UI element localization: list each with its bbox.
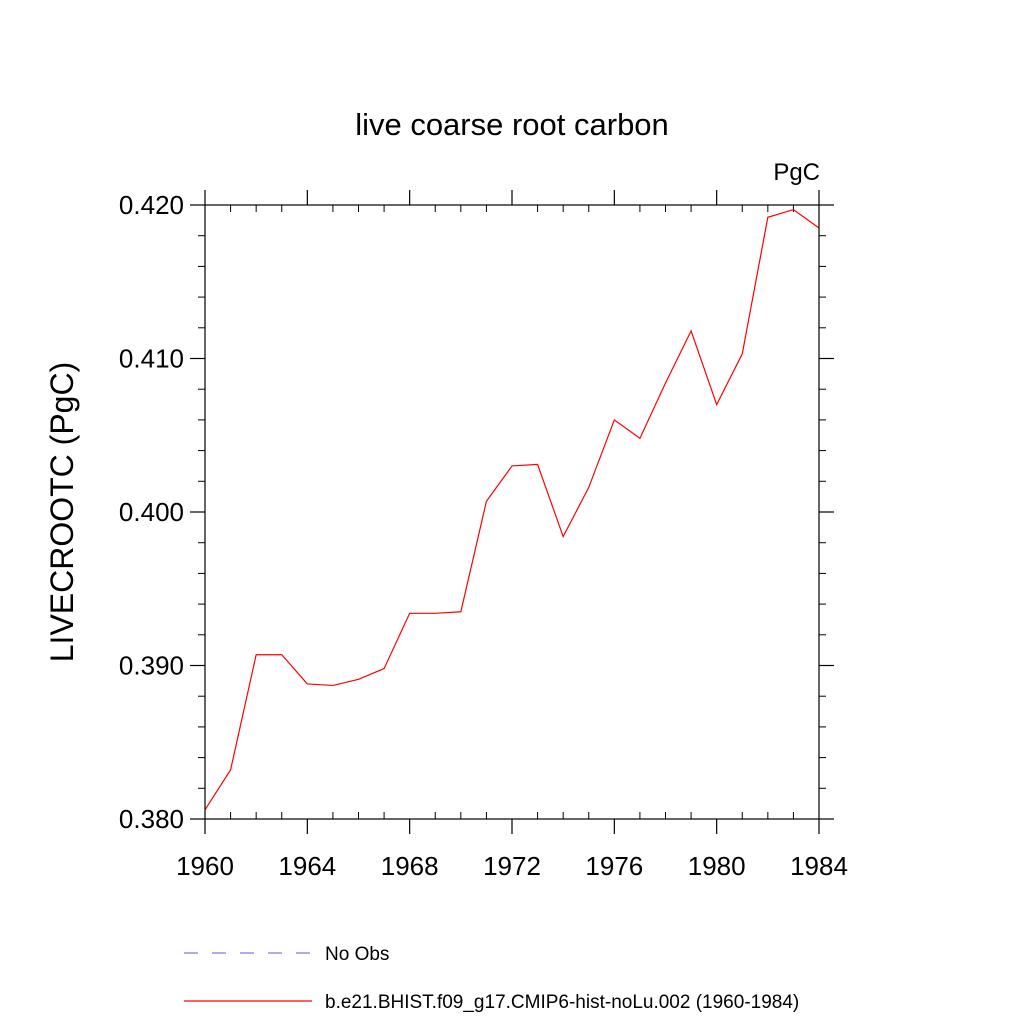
y-tick-label: 0.400 [119,497,184,527]
x-tick-label: 1960 [176,851,234,881]
legend-label-1: b.e21.BHIST.f09_g17.CMIP6-hist-noLu.002 … [325,992,799,1013]
axis-ticks [190,190,834,834]
y-tick-label: 0.410 [119,344,184,374]
y-axis-label: LIVECROOTC (PgC) [44,362,80,662]
x-tick-label: 1984 [790,851,848,881]
y-tick-label: 0.420 [119,190,184,220]
x-tick-label: 1976 [585,851,643,881]
series-line-1 [204,208,820,811]
plot-frame [204,204,820,820]
chart-title: live coarse root carbon [355,107,669,142]
legend-label-0: No Obs [325,944,389,965]
x-tick-label: 1964 [278,851,336,881]
y-tick-label: 0.390 [119,651,184,681]
x-tick-label: 1980 [688,851,746,881]
x-tick-label: 1972 [483,851,541,881]
x-tick-label: 1968 [381,851,439,881]
y-tick-label: 0.380 [119,804,184,834]
units-label: PgC [773,159,820,186]
series-lines [204,208,820,811]
legend: No Obs b.e21.BHIST.f09_g17.CMIP6-hist-noL… [184,944,799,1013]
tick-labels: 1960 1964 1968 1972 1976 1980 1984 0.380 0.390 0.… [119,190,848,881]
